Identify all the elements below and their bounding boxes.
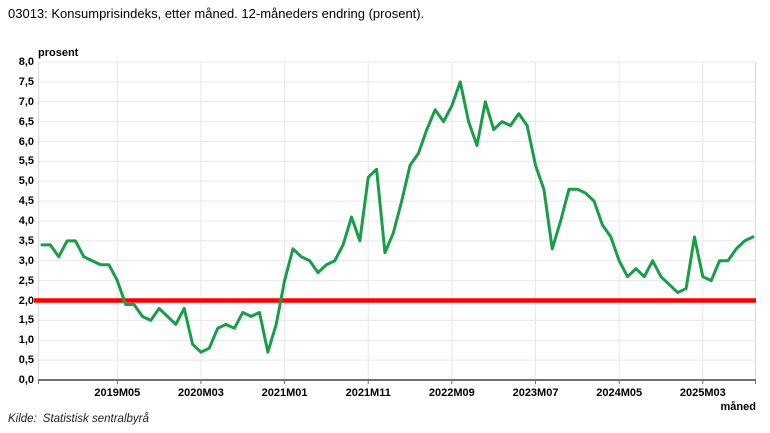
y-tick-label: 7,0 <box>18 95 34 108</box>
y-axis-title: prosent <box>38 47 79 59</box>
x-tick-label: 2020M03 <box>177 387 224 399</box>
y-tick-label: 2,5 <box>18 274 34 287</box>
y-tick-label: 4,5 <box>18 195 34 208</box>
x-tick-label: 2024M05 <box>596 387 643 399</box>
source-note: Kilde: Statistisk sentralbyrå <box>8 413 149 425</box>
y-tick-label: 0,5 <box>18 354 34 367</box>
chart-title: 03013: Konsumprisindeks, etter måned. 12… <box>8 6 425 21</box>
y-tick-label: 6,0 <box>18 135 34 148</box>
x-tick-label: 2019M05 <box>94 387 141 399</box>
y-tick-label: 2,0 <box>18 294 34 307</box>
x-axis-title: måned <box>720 401 756 413</box>
x-tick-label: 2021M11 <box>345 387 391 399</box>
y-tick-label: 4,0 <box>18 215 34 227</box>
x-tick-label: 2023M07 <box>512 387 559 399</box>
y-tick-label: 7,5 <box>18 75 34 88</box>
source-label: Kilde: <box>8 413 37 425</box>
cpi-line-series <box>40 80 755 354</box>
y-tick-label: 3,5 <box>18 234 34 247</box>
x-tick-label: 2025M03 <box>679 387 726 399</box>
y-tick-label: 1,5 <box>18 314 34 327</box>
chart-canvas <box>34 61 756 384</box>
x-tick-label: 2022M09 <box>428 387 475 399</box>
x-tick-label: 2021M01 <box>261 387 308 399</box>
y-tick-label: 8,0 <box>18 56 34 68</box>
y-tick-label: 3,0 <box>18 254 34 267</box>
y-tick-label: 6,5 <box>18 115 34 128</box>
y-tick-label: 0,0 <box>18 374 34 386</box>
source-value: Statistisk sentralbyrå <box>42 413 149 425</box>
y-tick-label: 5,0 <box>18 175 34 188</box>
y-tick-label: 1,0 <box>18 334 34 347</box>
y-tick-label: 5,5 <box>18 155 34 168</box>
